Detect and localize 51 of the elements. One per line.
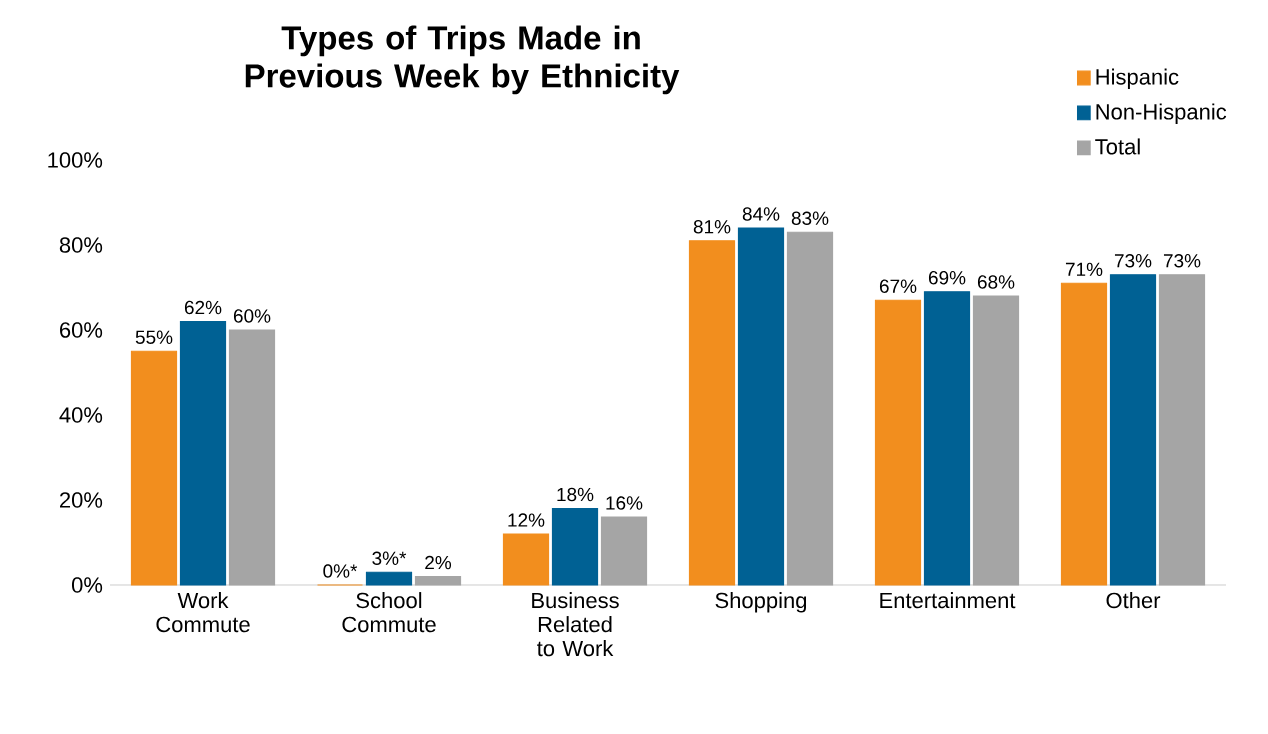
bar xyxy=(179,320,227,586)
y-tick-label: 20% xyxy=(60,492,103,508)
x-tick-label: Shopping xyxy=(715,592,807,613)
bar xyxy=(551,507,599,586)
bar xyxy=(414,575,462,586)
x-tick-label: Other xyxy=(1106,592,1161,609)
data-label: 12% xyxy=(508,513,545,527)
bar xyxy=(786,231,834,586)
y-tick-label: 100% xyxy=(48,152,103,168)
y-tick-label: 0% xyxy=(71,577,103,593)
chart-title: Types of Trips Made in Previous Week by Ethnicity xyxy=(245,25,680,95)
data-label: 71% xyxy=(1065,262,1103,276)
data-label: 16% xyxy=(606,496,643,510)
data-label: 0%* xyxy=(323,564,358,578)
data-label: 2% xyxy=(425,555,452,570)
data-label: 60% xyxy=(233,309,271,323)
data-label: 69% xyxy=(928,271,966,285)
legend-label: Total xyxy=(1095,138,1140,155)
bar xyxy=(502,533,550,586)
data-label: 55% xyxy=(135,330,173,344)
bar xyxy=(1060,282,1108,586)
bar xyxy=(688,240,736,586)
data-label: 18% xyxy=(557,487,594,502)
data-label: 83% xyxy=(791,211,829,225)
bar xyxy=(1158,274,1206,586)
bar xyxy=(600,516,648,586)
data-label: 68% xyxy=(977,275,1015,289)
bar xyxy=(365,571,413,586)
bar xyxy=(923,291,971,586)
data-label: 67% xyxy=(879,279,917,293)
x-tick-label: School Commute xyxy=(342,592,436,633)
x-tick-label: Work Commute xyxy=(156,592,250,633)
bar xyxy=(874,299,922,586)
y-tick-label: 60% xyxy=(60,322,103,338)
data-label: 3%* xyxy=(372,551,407,565)
bar xyxy=(737,227,785,586)
legend-label: Non-Hispanic xyxy=(1096,103,1227,124)
x-tick-label: Entertainment xyxy=(880,592,1016,609)
data-label: 84% xyxy=(742,207,780,221)
data-label: 81% xyxy=(693,220,731,234)
bar xyxy=(130,350,178,586)
bar xyxy=(1109,274,1157,586)
legend-label: Hispanic xyxy=(1096,68,1179,90)
y-tick-label: 80% xyxy=(59,237,103,253)
bar xyxy=(228,329,276,586)
x-tick-label: Business Related to Work xyxy=(532,592,619,657)
bar xyxy=(972,295,1020,586)
y-tick-label: 40% xyxy=(59,407,103,423)
data-label: 73% xyxy=(1163,254,1201,268)
data-label: 62% xyxy=(184,300,222,315)
data-label: 73% xyxy=(1114,254,1152,268)
